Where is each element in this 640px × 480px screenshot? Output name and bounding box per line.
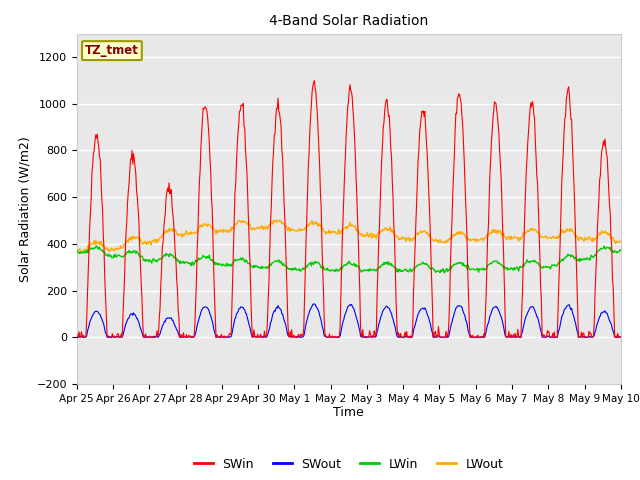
SWout xyxy=(417,307,424,313)
SWout xyxy=(74,335,81,340)
SWin xyxy=(617,335,625,340)
LWout xyxy=(78,249,86,255)
SWin xyxy=(223,335,231,340)
LWout xyxy=(617,239,625,245)
SWout xyxy=(223,334,231,340)
SWin xyxy=(195,203,202,208)
LWout xyxy=(84,247,92,252)
LWout xyxy=(236,217,243,223)
LWin xyxy=(431,269,439,275)
SWout xyxy=(140,334,147,339)
SWin xyxy=(310,78,318,84)
Line: LWin: LWin xyxy=(77,246,621,273)
SWout xyxy=(84,329,92,335)
LWin xyxy=(93,243,100,249)
Y-axis label: Solar Radiation (W/m2): Solar Radiation (W/m2) xyxy=(18,136,31,282)
LWout xyxy=(417,228,424,234)
LWin xyxy=(83,247,90,253)
LWin xyxy=(441,270,449,276)
SWout xyxy=(433,334,440,340)
LWin xyxy=(195,255,202,261)
SWin xyxy=(73,333,81,338)
Legend: SWin, SWout, LWin, LWout: SWin, SWout, LWin, LWout xyxy=(189,453,509,476)
SWin xyxy=(84,295,92,300)
X-axis label: Time: Time xyxy=(333,407,364,420)
SWin xyxy=(417,123,424,129)
Text: TZ_tmet: TZ_tmet xyxy=(85,44,139,57)
LWin xyxy=(223,264,231,269)
LWin xyxy=(416,262,424,267)
LWin xyxy=(140,257,147,263)
Line: LWout: LWout xyxy=(77,220,621,252)
LWout xyxy=(223,227,231,233)
LWout xyxy=(195,225,202,231)
LWout xyxy=(140,240,147,246)
LWout xyxy=(73,249,81,255)
SWout xyxy=(195,317,202,323)
Title: 4-Band Solar Radiation: 4-Band Solar Radiation xyxy=(269,14,428,28)
LWin xyxy=(73,249,81,254)
SWin xyxy=(74,335,81,340)
SWin xyxy=(433,335,440,340)
LWin xyxy=(617,248,625,253)
Line: SWin: SWin xyxy=(77,81,621,337)
SWout xyxy=(310,301,317,307)
Line: SWout: SWout xyxy=(77,304,621,337)
LWout xyxy=(433,237,440,243)
SWout xyxy=(73,334,81,340)
SWout xyxy=(617,334,625,340)
SWin xyxy=(140,335,147,340)
